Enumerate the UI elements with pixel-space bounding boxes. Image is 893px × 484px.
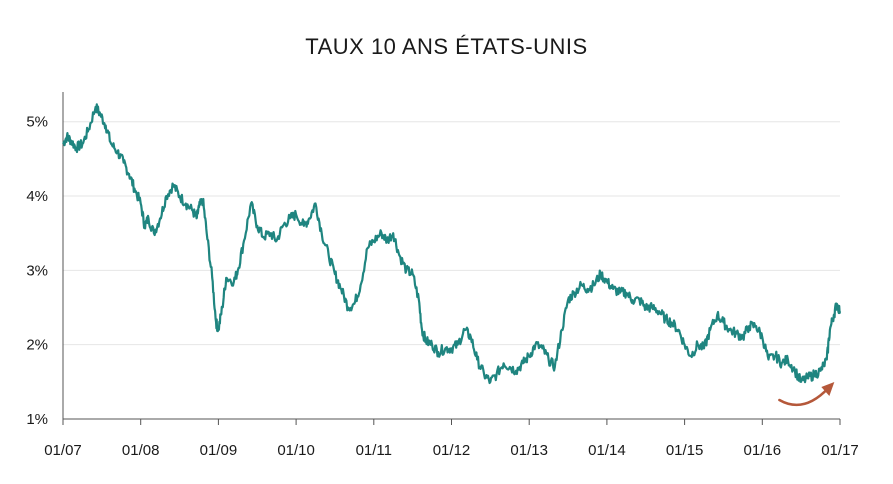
y-tick-label: 4% — [26, 188, 48, 205]
y-tick-label: 5% — [26, 114, 48, 131]
x-tick-label: 01/08 — [122, 442, 160, 459]
x-tick-label: 01/15 — [666, 442, 704, 459]
x-tick-label: 01/14 — [588, 442, 626, 459]
annotation-arrow-head — [821, 382, 835, 396]
series-line — [62, 103, 842, 385]
annotation-arrow — [778, 386, 830, 407]
y-tick-label: 2% — [26, 337, 48, 354]
x-tick-label: 01/17 — [821, 442, 859, 459]
x-tick-label: 01/09 — [200, 442, 238, 459]
x-tick-label: 01/12 — [433, 442, 471, 459]
x-tick-label: 01/16 — [744, 442, 782, 459]
y-tick-label: 1% — [26, 411, 48, 428]
x-tick-label: 01/10 — [277, 442, 315, 459]
x-tick-label: 01/13 — [510, 442, 548, 459]
x-tick-label: 01/07 — [44, 442, 82, 459]
x-tick-label: 01/11 — [356, 442, 392, 459]
y-tick-label: 3% — [26, 262, 48, 279]
chart-title: TAUX 10 ANS ÉTATS-UNIS — [305, 34, 588, 59]
